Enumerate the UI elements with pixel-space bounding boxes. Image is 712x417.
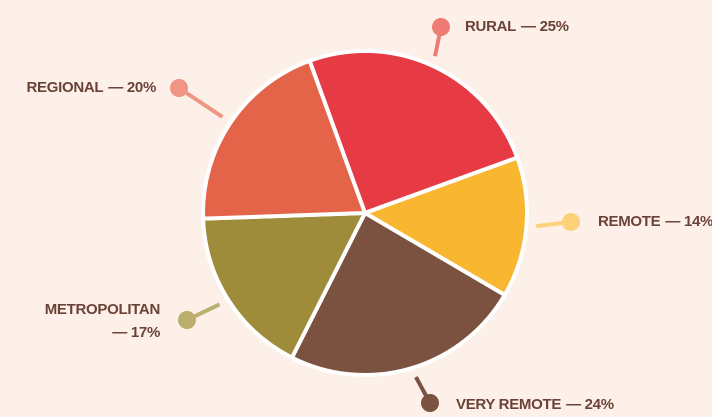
category-label: REMOTE	[598, 213, 661, 230]
slice-label: REMOTE — 14%	[598, 213, 712, 230]
value-label: — 14%	[665, 213, 712, 230]
category-label: METROPOLITAN	[45, 301, 160, 318]
leader-dot	[562, 213, 580, 231]
category-label: REGIONAL	[27, 79, 104, 96]
pie-slice	[307, 49, 520, 215]
slice-label: REGIONAL — 20%	[27, 79, 156, 96]
pie-slice	[363, 155, 529, 297]
slice-label: VERY REMOTE — 24%	[456, 396, 614, 413]
leader-dot	[421, 394, 439, 412]
pie-slice	[201, 58, 367, 221]
category-label: RURAL	[465, 18, 516, 35]
pie-slice	[201, 211, 367, 360]
leader-dot	[178, 311, 196, 329]
leader-dot	[432, 18, 450, 36]
value-label: — 17%	[112, 324, 160, 341]
value-label: — 20%	[108, 79, 156, 96]
value-label: — 25%	[521, 18, 569, 35]
value-label: — 24%	[566, 396, 614, 413]
slice-label: RURAL — 25%	[465, 18, 569, 35]
slice-label: METROPOLITAN — 17%	[45, 301, 160, 341]
category-label: VERY REMOTE	[456, 396, 561, 413]
leader-dot	[170, 79, 188, 97]
